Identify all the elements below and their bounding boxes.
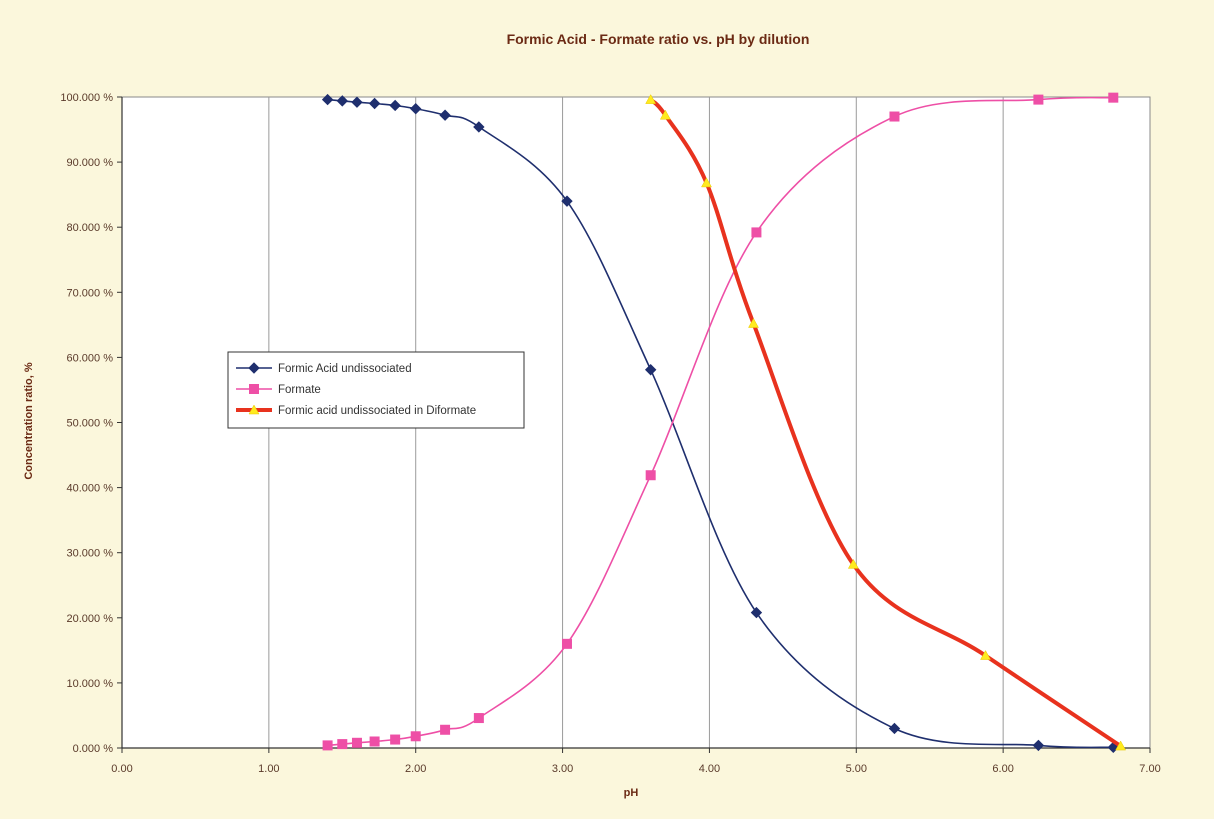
data-point — [659, 109, 671, 120]
y-tick-label: 80.000 % — [67, 222, 114, 234]
data-point — [750, 606, 763, 619]
data-point — [336, 95, 348, 107]
legend: Formic Acid undissociated Formate Formic a… — [227, 351, 525, 429]
data-point — [473, 713, 484, 724]
series-1 — [322, 92, 1119, 751]
data-point — [888, 722, 901, 735]
data-point — [1032, 739, 1045, 752]
data-point — [410, 731, 421, 742]
x-tick-label: 5.00 — [846, 763, 867, 775]
series-0 — [321, 93, 1119, 754]
y-tick-label: 90.000 % — [67, 157, 114, 169]
legend-marker — [248, 404, 260, 415]
data-point — [1033, 94, 1044, 105]
data-point — [1108, 92, 1119, 103]
x-tick-label: 7.00 — [1139, 763, 1160, 775]
x-axis-label: pH — [624, 787, 639, 799]
y-axis-label: Concentration ratio, % — [23, 362, 35, 480]
data-point — [980, 650, 991, 660]
data-point — [561, 638, 572, 649]
x-tick-label: 3.00 — [552, 763, 573, 775]
data-point — [645, 94, 657, 104]
series-2 — [645, 94, 1127, 751]
y-tick-label: 60.000 % — [67, 352, 114, 364]
data-point — [645, 470, 656, 481]
y-tick-label: 10.000 % — [67, 678, 114, 690]
x-tick-label: 1.00 — [258, 763, 279, 775]
y-tick-label: 40.000 % — [67, 483, 114, 495]
data-point — [351, 737, 362, 748]
data-point — [337, 739, 348, 750]
data-point — [561, 195, 573, 207]
axes: 0.00 1.00 2.00 3.00 4.00 5.00 6.00 7.00 0.000 % 1… — [60, 92, 1160, 775]
chart-title: Formic Acid - Formate ratio vs. pH by di… — [507, 31, 810, 47]
data-point — [751, 227, 762, 238]
data-point — [389, 99, 401, 112]
y-tick-label: 100.000 % — [60, 92, 113, 104]
data-point — [847, 558, 859, 569]
y-tick-label: 70.000 % — [67, 287, 114, 299]
data-point — [644, 364, 657, 376]
x-tick-label: 6.00 — [992, 763, 1013, 775]
legend-marker — [248, 362, 260, 374]
x-tick-label: 0.00 — [111, 763, 132, 775]
x-tick-label: 2.00 — [405, 763, 426, 775]
data-point — [440, 724, 451, 735]
grid-lines — [268, 97, 1004, 748]
legend-label: Formic Acid undissociated — [278, 363, 412, 375]
y-tick-label: 20.000 % — [67, 613, 114, 625]
legend-label: Formic acid undissociated in Diformate — [278, 405, 476, 417]
y-tick-label: 30.000 % — [67, 548, 114, 560]
data-point — [410, 103, 422, 115]
data-point — [368, 97, 381, 110]
data-point — [390, 734, 401, 745]
legend-box — [227, 351, 525, 429]
x-tick-label: 4.00 — [699, 763, 720, 775]
legend-label: Formate — [278, 384, 321, 396]
legend-marker — [249, 384, 259, 394]
data-point — [351, 96, 363, 108]
data-point — [1115, 740, 1127, 751]
y-tick-label: 50.000 % — [67, 418, 114, 430]
data-point — [322, 740, 333, 751]
data-point — [473, 121, 485, 133]
data-point — [748, 318, 759, 328]
data-point — [701, 177, 712, 188]
series-layer — [321, 92, 1127, 754]
data-point — [321, 93, 334, 106]
data-point — [889, 111, 900, 122]
y-tick-label: 0.000 % — [73, 743, 114, 755]
data-point — [369, 736, 380, 747]
data-point — [439, 109, 451, 121]
